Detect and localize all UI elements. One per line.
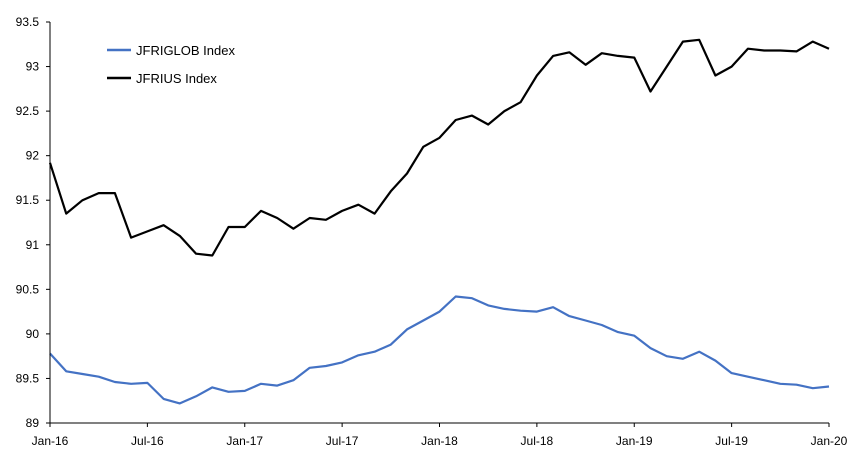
x-tick-label: Jan-16 <box>32 434 69 448</box>
x-tick-label: Jul-19 <box>715 434 748 448</box>
legend-label: JFRIGLOB Index <box>136 43 235 58</box>
y-tick-label: 93.5 <box>16 15 40 29</box>
x-tick-labels: Jan-16 Jul-16 Jan-17 Jul-17 Jan-18 Jul-18 Jan-… <box>32 423 848 448</box>
x-tick-label: Jan-17 <box>226 434 263 448</box>
y-tick-label: 89.5 <box>16 371 40 385</box>
y-tick-label: 91 <box>26 238 40 252</box>
y-tick-label: 90.5 <box>16 282 40 296</box>
x-tick-label: Jan-19 <box>616 434 653 448</box>
y-tick-label: 91.5 <box>16 193 40 207</box>
x-tick-label: Jan-18 <box>421 434 458 448</box>
y-tick-label: 89 <box>26 416 40 430</box>
series-line-jfrius-index <box>48 38 830 257</box>
x-tick-label: Jan-20 <box>811 434 848 448</box>
x-tick-label: Jul-16 <box>131 434 164 448</box>
plot-lines <box>48 38 830 405</box>
y-tick-label: 92 <box>26 149 40 163</box>
legend: JFRIGLOB Index JFRIUS Index <box>107 43 235 86</box>
x-tick-label: Jul-17 <box>326 434 359 448</box>
y-tick-label: 90 <box>26 327 40 341</box>
y-tick-labels: 89 89.5 90 90.5 91 91.5 92 92.5 93 93.5 <box>16 15 50 430</box>
y-tick-label: 92.5 <box>16 104 40 118</box>
y-tick-label: 93 <box>26 60 40 74</box>
series-line-jfriglob-index <box>49 295 830 405</box>
x-tick-label: Jul-18 <box>521 434 554 448</box>
legend-label: JFRIUS Index <box>136 71 217 86</box>
